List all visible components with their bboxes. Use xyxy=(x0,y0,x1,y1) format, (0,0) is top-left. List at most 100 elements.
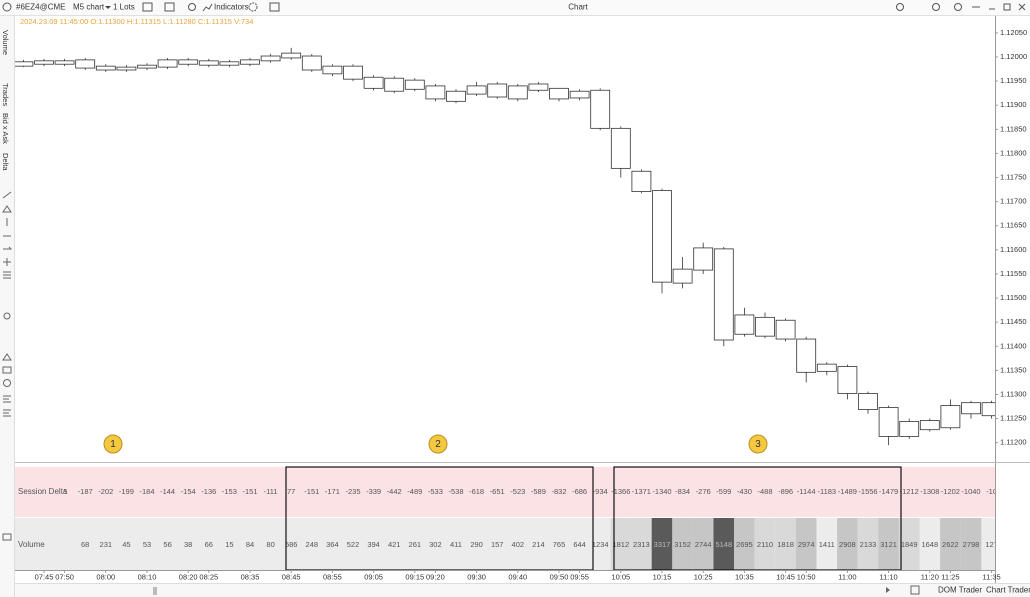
candle-body xyxy=(755,316,775,337)
tool[interactable] xyxy=(2,191,12,199)
chart-trader-button[interactable]: Chart Trader xyxy=(986,586,1030,595)
annotation-label: 2 xyxy=(435,439,441,450)
candle-body xyxy=(672,268,693,284)
sidebar-tab[interactable]: Delta xyxy=(1,153,10,171)
volume-value: 2622 xyxy=(942,540,959,549)
tool-icon[interactable] xyxy=(248,2,258,12)
volume-value: 290 xyxy=(470,540,483,549)
delta-value: -651 xyxy=(490,487,505,496)
x-tick-label: 10:15 xyxy=(653,572,672,581)
volume-value: 364 xyxy=(326,540,339,549)
camera-icon[interactable] xyxy=(896,3,904,11)
candle-body xyxy=(590,89,611,129)
dom-trader-button[interactable]: DOM Trader xyxy=(938,586,982,595)
candle-body xyxy=(816,363,837,372)
sidebar-tab[interactable]: Trades xyxy=(1,83,10,106)
window-title: Chart xyxy=(568,3,588,12)
volume-value: 1849 xyxy=(901,540,918,549)
delta-value: -1308 xyxy=(920,487,939,496)
annotation-label: 3 xyxy=(755,439,761,450)
candle-body xyxy=(796,338,817,373)
tool[interactable] xyxy=(3,271,11,279)
zoom-icon[interactable] xyxy=(188,3,196,11)
volume-value: 765 xyxy=(553,540,566,549)
tool[interactable] xyxy=(3,409,11,417)
tool-icon[interactable] xyxy=(164,2,175,12)
candle-body xyxy=(157,59,178,68)
annotation-label: 1 xyxy=(110,439,116,450)
scrollbar-thumb[interactable] xyxy=(153,587,157,595)
candle-body xyxy=(322,65,343,75)
y-tick-label: 1.11600 xyxy=(1000,245,1027,254)
volume-cell xyxy=(651,518,673,570)
tool[interactable] xyxy=(3,379,11,387)
symbol[interactable]: #6EZ4@CME xyxy=(16,3,65,12)
volume-value: 394 xyxy=(367,540,380,549)
volume-value: 157 xyxy=(491,540,504,549)
lots[interactable]: 1 Lots xyxy=(113,3,135,12)
volume-value: 2744 xyxy=(695,540,712,549)
volume-value: 421 xyxy=(388,540,401,549)
candle-body xyxy=(713,248,734,341)
x-tick-label: 09:55 xyxy=(570,572,589,581)
restore[interactable] xyxy=(1003,3,1011,11)
x-tick-label: 10:35 xyxy=(735,572,754,581)
tool[interactable] xyxy=(3,258,11,266)
tool[interactable] xyxy=(2,533,12,541)
candle-body xyxy=(940,405,961,429)
y-tick-label: 1.11250 xyxy=(1000,414,1027,423)
volume-value: 2908 xyxy=(839,540,856,549)
calendar-icon[interactable] xyxy=(910,585,920,595)
close[interactable] xyxy=(1018,3,1026,11)
candle-body xyxy=(260,55,281,62)
delta-value: -1212 xyxy=(900,487,919,496)
toolbar xyxy=(0,0,1030,15)
tool[interactable] xyxy=(2,205,12,213)
settings-icon[interactable] xyxy=(954,3,962,11)
y-tick-label: 1.11500 xyxy=(1000,293,1027,302)
volume-value: 214 xyxy=(532,540,545,549)
volume-cell xyxy=(857,518,879,570)
delta-value: -111 xyxy=(264,487,278,496)
ohlc-info: 2024.23.09 11:45:00 O:1.11300 H:1.11315 … xyxy=(20,17,253,26)
theme-icon[interactable] xyxy=(932,3,940,11)
volume-value: 231 xyxy=(100,540,113,549)
y-tick-label: 1.11450 xyxy=(1000,317,1027,326)
delta-value: -1479 xyxy=(879,487,898,496)
candle-body xyxy=(15,61,34,67)
indicators-button[interactable]: Indicators xyxy=(214,3,249,12)
tool[interactable] xyxy=(3,312,11,320)
annotation-marker xyxy=(748,434,768,454)
delta-value: -523 xyxy=(510,487,525,496)
tool-icon[interactable] xyxy=(142,2,153,12)
annotation-marker xyxy=(428,434,448,454)
chart-type[interactable]: M5 chart xyxy=(73,3,105,12)
candle-body xyxy=(219,61,240,66)
scroll-right[interactable] xyxy=(886,587,890,593)
delta-value: -199 xyxy=(119,487,134,496)
candle-body xyxy=(95,65,116,71)
sidebar-tab[interactable]: Bid x Ask xyxy=(1,113,10,144)
volume-cell xyxy=(713,518,735,570)
candle-body xyxy=(631,170,652,192)
dropdown[interactable] xyxy=(105,6,111,9)
tool[interactable] xyxy=(3,246,13,250)
candle-body xyxy=(528,83,549,91)
menu-icon[interactable] xyxy=(2,2,12,12)
tool[interactable] xyxy=(3,395,11,403)
candle-body xyxy=(981,402,995,417)
volume-row-bg xyxy=(15,518,995,570)
delta-value: -153 xyxy=(222,487,237,496)
tool[interactable] xyxy=(2,353,12,361)
tool[interactable] xyxy=(2,366,12,374)
volume-value: 302 xyxy=(429,540,442,549)
sidebar-tab[interactable]: Volume xyxy=(1,30,10,55)
delta-value: -589 xyxy=(531,487,546,496)
y-tick-label: 1.12050 xyxy=(1000,28,1027,37)
delta-value: -339 xyxy=(366,487,381,496)
candle-body xyxy=(343,65,363,80)
tool-icon[interactable] xyxy=(269,2,280,12)
volume-cell xyxy=(754,518,776,570)
x-tick-label: 09:20 xyxy=(426,572,445,581)
volume-cell xyxy=(898,518,920,570)
